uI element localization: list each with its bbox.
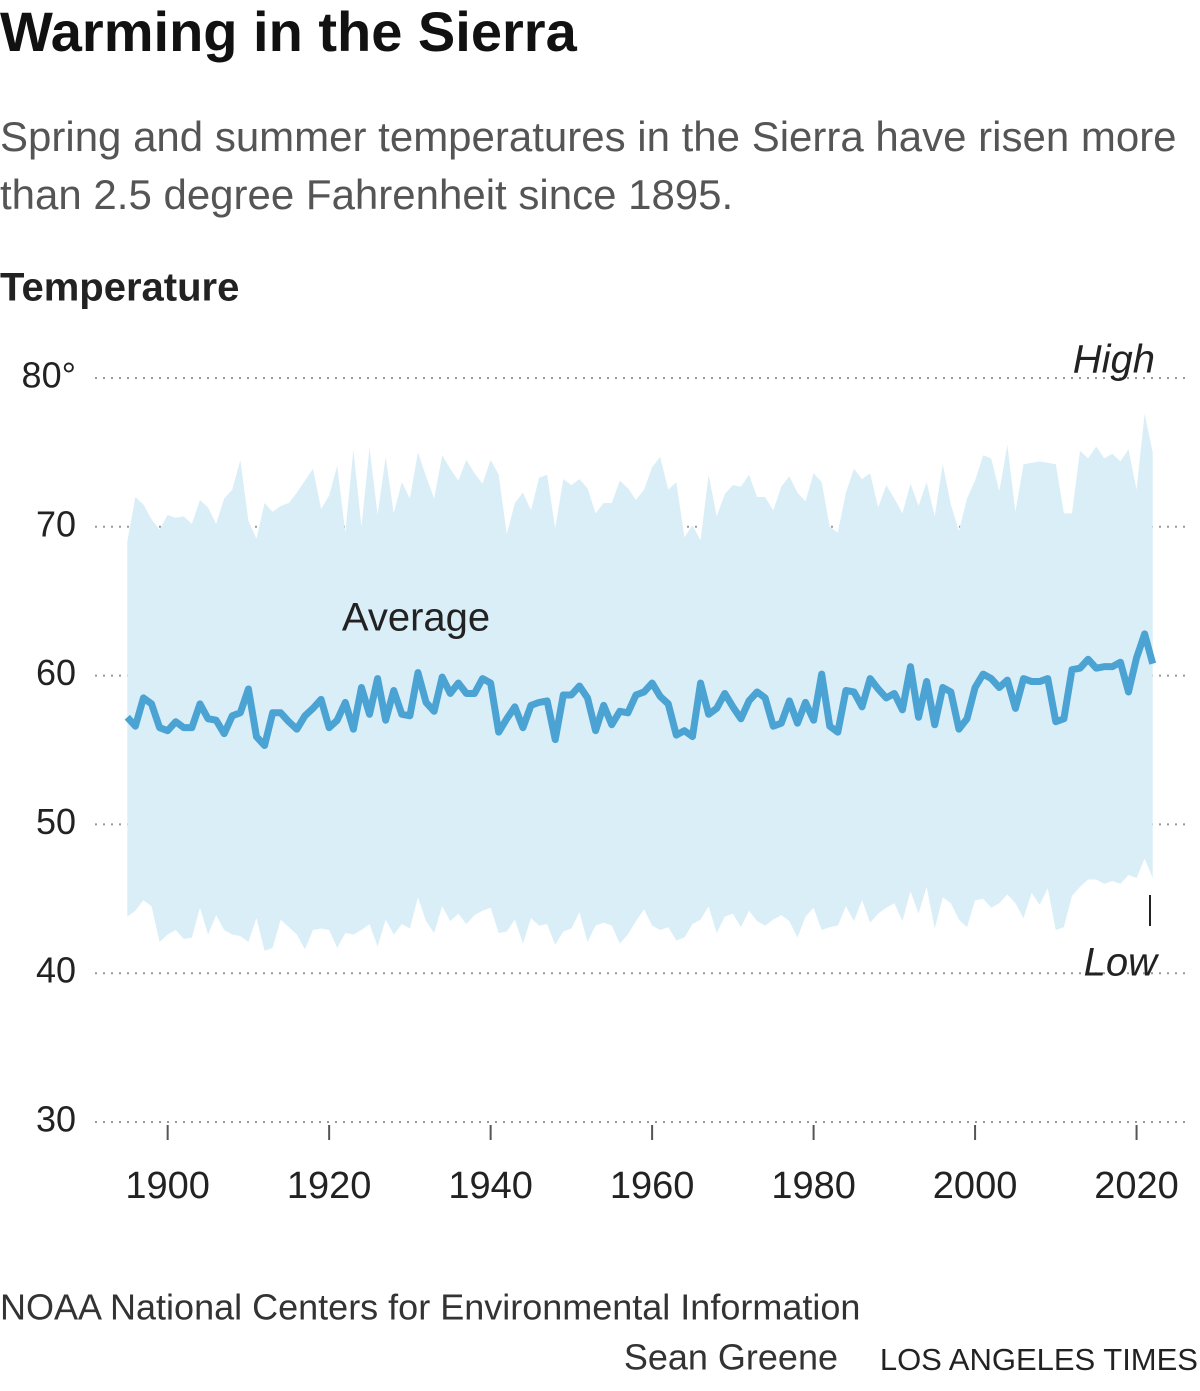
y-tick-label: 80°: [22, 355, 76, 396]
series-label: Low: [1084, 941, 1160, 985]
x-tick-label: 1940: [448, 1165, 533, 1207]
average-line: [124, 630, 1157, 750]
plot: 80° 70 60 50 40 30 1900 1920 1940 1960 1980 2000 202…: [22, 338, 1185, 1207]
x-tick-label: 2020: [1094, 1165, 1179, 1207]
y-tick-label: 70: [36, 503, 76, 544]
source: NOAA National Centers for Environmental …: [0, 1287, 860, 1328]
x-tick-label: 2000: [933, 1165, 1018, 1207]
x-tick-label: 1900: [125, 1165, 210, 1207]
chart-title: Warming in the Sierra: [0, 0, 578, 63]
y-tick-label: 60: [36, 652, 76, 693]
subtitle: Spring and summer temperatures in the Si…: [0, 113, 1177, 218]
range-band: [127, 413, 1153, 951]
x-tick-label: 1920: [287, 1165, 372, 1207]
x-tick-label: 1980: [771, 1165, 856, 1207]
y-axis-title: Temperature: [0, 266, 239, 310]
x-tick-label: 1960: [610, 1165, 695, 1207]
y-tick-label: 50: [36, 801, 76, 842]
credit: Sean Greene: [624, 1337, 838, 1378]
y-tick-label: 40: [36, 950, 76, 991]
y-tick-label: 30: [36, 1099, 76, 1140]
publisher: LOS ANGELES TIMES: [880, 1342, 1198, 1377]
series-label: High: [1073, 338, 1155, 382]
series-label: Average: [342, 596, 490, 640]
